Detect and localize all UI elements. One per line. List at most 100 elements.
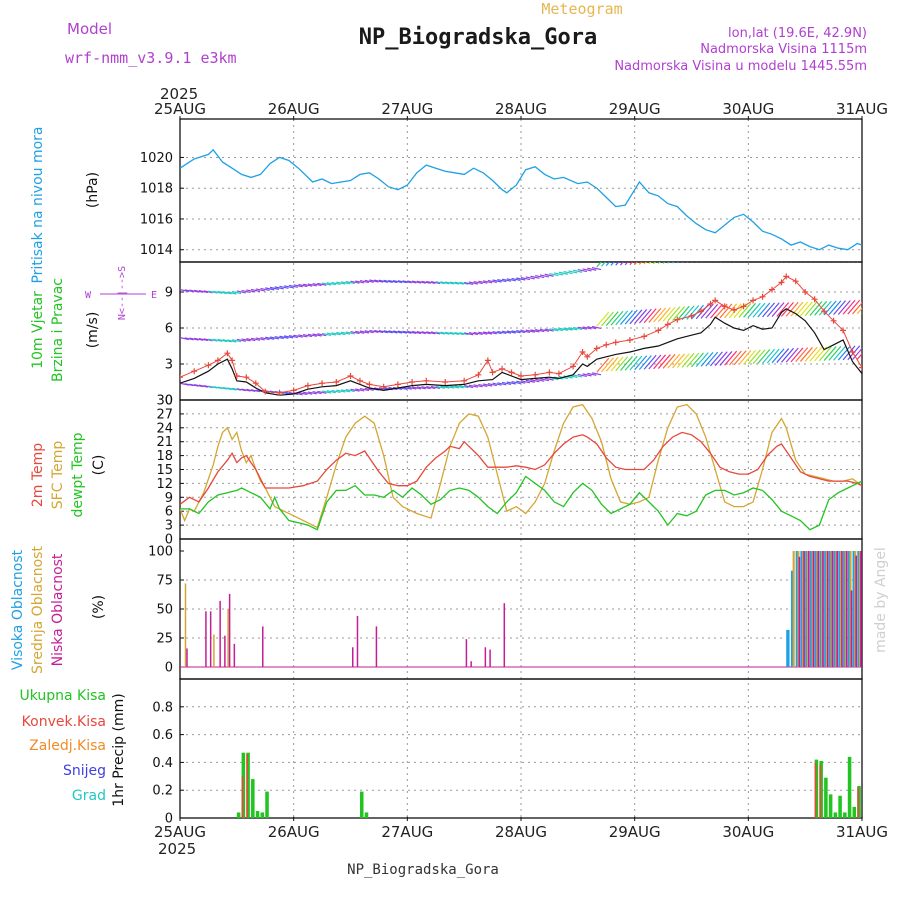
wind-barb (696, 262, 698, 263)
wind-barb (421, 331, 431, 335)
wind-barb (544, 328, 554, 332)
wind-barb (430, 385, 441, 390)
wind-gust-marker (555, 370, 562, 377)
cloud-bar-low (808, 551, 810, 667)
y-tick-label: 1018 (140, 182, 173, 197)
wind-barb (468, 332, 479, 336)
cloud-bar-mid (830, 551, 833, 667)
wind-barb (440, 281, 450, 285)
top-tick-label: 26AUG (268, 100, 320, 118)
wind-barb (657, 307, 671, 323)
y-tick-label: 18 (156, 449, 173, 464)
wind-barb (189, 337, 199, 341)
wind-barb (539, 274, 550, 278)
wind-barb (359, 388, 370, 392)
wind-gust-marker (499, 365, 506, 372)
cloud-bar-low (224, 635, 226, 667)
wind-barb (535, 329, 545, 333)
precip-legend-item: Grad (72, 788, 106, 804)
wind-barb (856, 307, 862, 315)
wind-barb (217, 290, 228, 295)
cloud-bar-low (205, 611, 207, 667)
wind-gust-marker (664, 321, 671, 328)
wind-barb (269, 336, 280, 340)
wind-barb (539, 378, 550, 382)
wind-barb (241, 338, 251, 342)
cloud-label-high: Visoka Oblacnost (10, 549, 26, 670)
wind-barb (516, 330, 526, 334)
wind-gust-marker (830, 317, 837, 324)
wind-barb (624, 262, 629, 266)
model-label: Model (67, 20, 112, 38)
wind-barb (771, 348, 785, 364)
precip-bar-conv (814, 762, 817, 818)
meteogram-label: Meteogram (541, 0, 622, 18)
pressure-y-ticks: 1014 1016 1018 1020 (140, 151, 184, 258)
precip-bar-total (828, 794, 833, 818)
wind-barb (525, 329, 535, 333)
wind-barb (227, 387, 237, 391)
wind-barb (445, 385, 455, 389)
wind-barb (667, 262, 670, 264)
wind-barb (260, 287, 270, 291)
wind-barb (809, 301, 823, 316)
dewpoint-line (180, 475, 862, 531)
cloud-bar-mid (858, 551, 862, 667)
wind-gust-marker (461, 377, 468, 384)
cloud-bar-low (822, 551, 824, 667)
cloud-unit: (%) (91, 595, 107, 619)
cloud-bar-mid (849, 551, 852, 667)
wind-gust-marker (394, 381, 401, 388)
bottom-tick-label: 26AUG (268, 823, 320, 841)
wind-barb (842, 299, 856, 315)
wind-barb (615, 356, 629, 372)
wind-barb (198, 289, 209, 294)
wind-barb (823, 346, 837, 361)
wind-barb (298, 283, 308, 288)
wind-barb (303, 283, 313, 287)
wind-barb (411, 280, 422, 284)
wind-barb (539, 328, 550, 332)
wind-barb (255, 337, 265, 341)
temp-unit: (C) (91, 455, 107, 476)
wind-barb (198, 337, 209, 342)
wind-barb (762, 302, 775, 318)
precip-bar-total (236, 812, 241, 818)
wind-barb (421, 386, 431, 390)
cloud-bar-low (489, 649, 491, 667)
cloud-bar-mid (811, 551, 814, 667)
wind-barb (293, 284, 303, 288)
wind-barb (799, 301, 813, 317)
wind-barb (331, 389, 341, 393)
wind-barb (733, 350, 747, 366)
wind-barb (643, 308, 657, 324)
wind-gust-marker (205, 362, 212, 369)
y-tick-label: 100 (148, 545, 173, 560)
wind-gust-marker (276, 389, 283, 396)
wind-barb (392, 330, 403, 334)
wind-barb (487, 383, 497, 387)
wind-barb (331, 332, 341, 336)
wind-barb (231, 339, 242, 343)
cloud-y-ticks: 0 25 50 75 100 (148, 545, 184, 676)
wind-barb (681, 352, 695, 368)
wind-barb (577, 269, 587, 273)
wind-gust-marker (750, 297, 757, 304)
wind-barb (828, 300, 842, 316)
footer-station: NP_Biogradska_Gora (347, 862, 499, 878)
wind-barb (818, 300, 832, 316)
wind-barb (672, 262, 675, 264)
wind-barb (298, 391, 308, 396)
wind-barb (421, 280, 431, 284)
top-tick-label: 31AUG (836, 100, 888, 118)
wind-barb (634, 309, 648, 324)
wind-barb (605, 356, 619, 372)
wind-barb (288, 284, 299, 288)
wind-barb (184, 289, 194, 293)
wind-barb (676, 262, 679, 264)
bottom-tick-label: 31AUG (836, 823, 888, 841)
wind-barb (667, 306, 681, 322)
wind-barb (554, 327, 564, 332)
wind-gust-marker (214, 357, 221, 364)
wind-barb (359, 330, 370, 334)
